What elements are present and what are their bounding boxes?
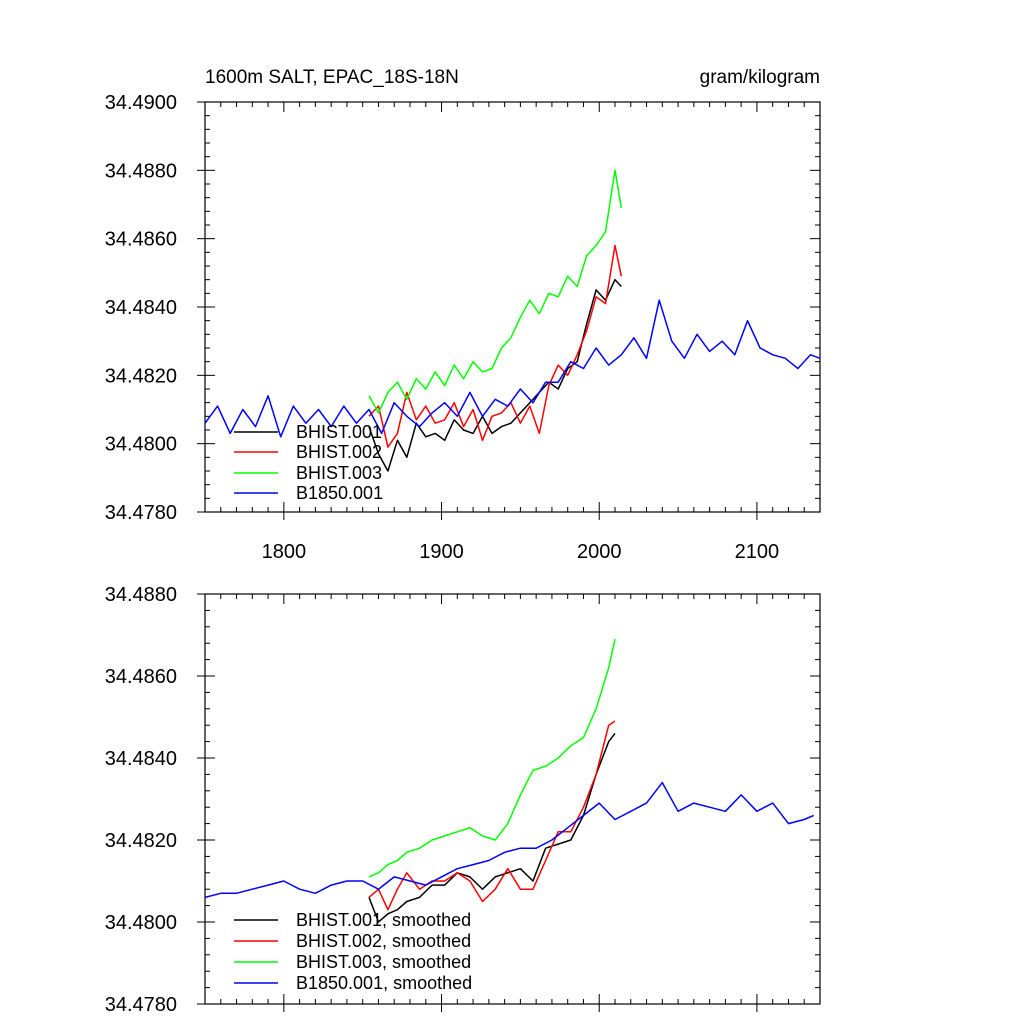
- top-y-tick-label: 34.4860: [105, 229, 177, 251]
- bottom-legend-label-3: BHIST.003, smoothed: [296, 952, 471, 972]
- top-y-tick-label: 34.4900: [105, 92, 177, 114]
- top-chart-units: gram/kilogram: [700, 67, 820, 88]
- bottom-plot-area: 34.4780 34.4800 34.4820 34.4840 34.4860 34.48…: [105, 584, 821, 1016]
- top-y-tick-label: 34.4840: [105, 297, 177, 319]
- top-y-tick-label: 34.4880: [105, 160, 177, 182]
- bottom-legend-label-4: B1850.001, smoothed: [296, 973, 472, 993]
- top-y-tick-label: 34.4780: [105, 502, 177, 524]
- top-x-tick-label: 1800: [262, 541, 307, 563]
- bottom-y-tick-label: 34.4820: [105, 830, 177, 852]
- top-legend-label-3: BHIST.003: [296, 463, 382, 483]
- top-x-tick-label: 2000: [577, 541, 622, 563]
- bottom-series-line-1: [368, 732, 616, 923]
- bottom-y-tick-label: 34.4780: [105, 994, 177, 1016]
- top-plot-area: 34.4780 34.4800 34.4820 34.4840 34.4860 34.48…: [105, 92, 821, 563]
- top-legend-label-1: BHIST.001: [296, 422, 382, 442]
- bottom-legend-label-2: BHIST.002, smoothed: [296, 931, 471, 951]
- bottom-series-line-4: [204, 781, 814, 899]
- bottom-legend-label-1: BHIST.001, smoothed: [296, 910, 471, 930]
- top-chart: 1600m SALT, EPAC_18S-18N gram/kilogram 3…: [105, 67, 821, 563]
- top-y-tick-label: 34.4820: [105, 365, 177, 387]
- top-legend-label-4: B1850.001: [296, 483, 383, 503]
- top-series-line-3: [368, 169, 623, 414]
- bottom-y-tick-label: 34.4840: [105, 748, 177, 770]
- top-x-tick-label: 2100: [735, 541, 780, 563]
- bottom-chart: 34.4780 34.4800 34.4820 34.4840 34.4860 34.48…: [105, 584, 821, 1016]
- top-series-line-1: [368, 278, 622, 472]
- top-series-line-4: [204, 299, 821, 438]
- top-y-tick-label: 34.4800: [105, 434, 177, 456]
- bottom-y-tick-label: 34.4880: [105, 584, 177, 606]
- bottom-y-tick-label: 34.4800: [105, 912, 177, 934]
- top-series-line-2: [368, 244, 623, 448]
- bottom-series-line-3: [368, 638, 616, 878]
- bottom-plot-frame: [204, 593, 821, 1005]
- bottom-y-tick-label: 34.4860: [105, 666, 177, 688]
- top-chart-title: 1600m SALT, EPAC_18S-18N: [205, 67, 459, 88]
- top-x-tick-label: 1900: [419, 541, 464, 563]
- bottom-series-line-2: [368, 720, 616, 911]
- top-legend-label-2: BHIST.002: [296, 442, 382, 462]
